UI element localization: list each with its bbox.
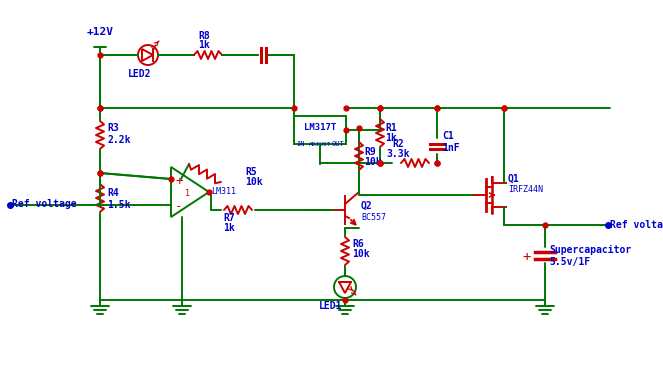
Text: R1: R1 bbox=[385, 123, 396, 133]
Text: R8: R8 bbox=[198, 31, 210, 41]
Text: R9: R9 bbox=[364, 147, 376, 157]
Text: OUT: OUT bbox=[332, 141, 344, 147]
Text: +12V: +12V bbox=[86, 27, 113, 37]
Text: 1k: 1k bbox=[198, 40, 210, 50]
Text: 1.5k: 1.5k bbox=[107, 200, 131, 210]
Text: LED1: LED1 bbox=[319, 301, 343, 311]
Text: ADJUST: ADJUST bbox=[309, 142, 332, 147]
Text: 3.3k: 3.3k bbox=[387, 149, 410, 159]
Text: Q1: Q1 bbox=[508, 174, 520, 184]
Text: R4: R4 bbox=[107, 188, 119, 198]
Text: LM311: LM311 bbox=[211, 188, 236, 196]
Text: Q2: Q2 bbox=[361, 201, 373, 211]
Text: 2.2k: 2.2k bbox=[107, 135, 131, 145]
Text: C1: C1 bbox=[442, 131, 453, 141]
Text: LED2: LED2 bbox=[128, 69, 152, 79]
Text: +: + bbox=[175, 175, 182, 188]
Text: R2: R2 bbox=[392, 139, 404, 149]
Text: R6: R6 bbox=[352, 239, 364, 249]
Text: +: + bbox=[523, 250, 531, 264]
Text: Ref voltage: Ref voltage bbox=[610, 220, 663, 230]
Text: 10k: 10k bbox=[352, 249, 370, 259]
Text: 10k: 10k bbox=[364, 157, 382, 167]
Text: Ref voltage: Ref voltage bbox=[12, 199, 77, 209]
Text: LM317T: LM317T bbox=[304, 124, 336, 132]
Text: 1k: 1k bbox=[223, 223, 235, 233]
FancyBboxPatch shape bbox=[294, 116, 346, 144]
Text: 1k: 1k bbox=[385, 133, 396, 143]
Text: 1nF: 1nF bbox=[442, 143, 459, 153]
Text: 1: 1 bbox=[186, 189, 190, 198]
Text: R5: R5 bbox=[245, 167, 257, 177]
Text: BC557: BC557 bbox=[361, 212, 386, 222]
Text: R7: R7 bbox=[223, 213, 235, 223]
Text: Supercapacitor: Supercapacitor bbox=[549, 245, 631, 255]
Text: 5.5v/1F: 5.5v/1F bbox=[549, 257, 590, 267]
Text: IN: IN bbox=[296, 141, 304, 147]
Text: IRFZ44N: IRFZ44N bbox=[508, 185, 543, 194]
Text: -: - bbox=[175, 200, 182, 213]
Text: R3: R3 bbox=[107, 123, 119, 133]
Text: 10k: 10k bbox=[245, 177, 263, 187]
